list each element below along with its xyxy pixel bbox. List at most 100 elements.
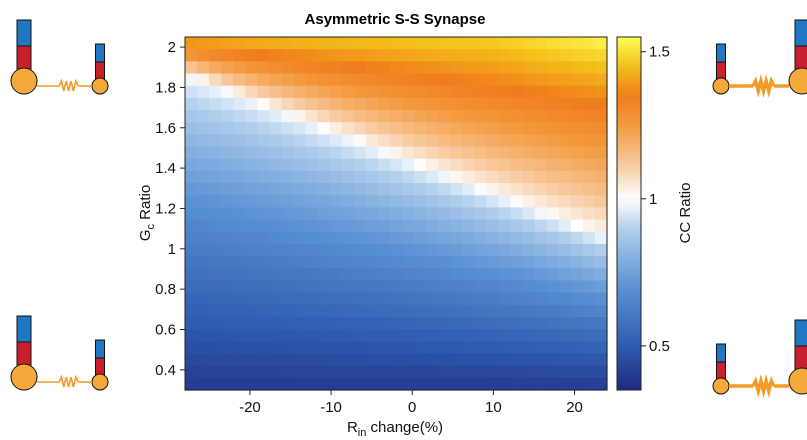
heatmap-cell: [414, 98, 427, 111]
heatmap-cell: [438, 171, 451, 184]
dendrite-distal: [96, 44, 105, 62]
heatmap-cell: [306, 74, 319, 87]
heatmap-cell: [583, 159, 596, 172]
heatmap-cell: [269, 147, 282, 160]
heatmap-cell: [281, 171, 294, 184]
heatmap-cell: [511, 366, 524, 379]
heatmap-cell: [462, 341, 475, 354]
heatmap-cell: [474, 293, 487, 306]
heatmap-cell: [330, 256, 343, 269]
heatmap-cell: [547, 74, 560, 87]
heatmap-cell: [354, 49, 367, 62]
heatmap-cell: [559, 159, 572, 172]
heatmap-cell: [330, 293, 343, 306]
heatmap-cell: [474, 98, 487, 111]
heatmap-cell: [535, 378, 548, 391]
heatmap-cell: [197, 49, 210, 62]
heatmap-cell: [366, 159, 379, 172]
heatmap-cell: [559, 74, 572, 87]
heatmap-cell: [209, 341, 222, 354]
heatmap-cell: [366, 305, 379, 318]
heatmap-cell: [426, 134, 439, 147]
heatmap-cell: [559, 244, 572, 257]
heatmap-cell: [547, 110, 560, 123]
heatmap-cell: [511, 86, 524, 99]
heatmap-cell: [511, 110, 524, 123]
heatmap-cell: [462, 232, 475, 245]
heatmap-cell: [209, 171, 222, 184]
heatmap-cell: [498, 280, 511, 293]
heatmap-cell: [281, 329, 294, 342]
heatmap-cell: [450, 366, 463, 379]
heatmap-cell: [486, 244, 499, 257]
heatmap-cell: [486, 268, 499, 281]
heatmap-cell: [426, 317, 439, 330]
heatmap-cell: [402, 74, 415, 87]
heatmap-cell: [378, 232, 391, 245]
heatmap-cell: [245, 378, 258, 391]
heatmap-cell: [414, 171, 427, 184]
heatmap-cell: [498, 207, 511, 220]
heatmap-cell: [402, 134, 415, 147]
heatmap-cell: [426, 183, 439, 196]
heatmap-cell: [197, 232, 210, 245]
heatmap-cell: [245, 61, 258, 74]
heatmap-cell: [402, 317, 415, 330]
heatmap-cell: [281, 49, 294, 62]
heatmap-cell: [498, 244, 511, 257]
heatmap-cell: [402, 244, 415, 257]
heatmap-cell: [511, 122, 524, 135]
heatmap-cell: [450, 183, 463, 196]
heatmap-cell: [547, 98, 560, 111]
heatmap-cell: [269, 122, 282, 135]
heatmap-cell: [402, 256, 415, 269]
heatmap-cell: [209, 280, 222, 293]
heatmap-cell: [498, 305, 511, 318]
heatmap-cell: [221, 171, 234, 184]
heatmap-cell: [450, 232, 463, 245]
dendrite-distal: [17, 20, 31, 46]
heatmap-cell: [390, 378, 403, 391]
dendrite-distal: [795, 320, 807, 346]
heatmap-cell: [571, 98, 584, 111]
heatmap-cell: [511, 147, 524, 160]
heatmap-cell: [450, 171, 463, 184]
heatmap-cell: [257, 98, 270, 111]
heatmap-cell: [294, 244, 307, 257]
y-tick-label: 1.8: [155, 79, 176, 96]
heatmap-cell: [571, 171, 584, 184]
heatmap-cell: [474, 195, 487, 208]
heatmap-cell: [306, 244, 319, 257]
heatmap-cell: [414, 37, 427, 50]
heatmap-cell: [221, 74, 234, 87]
gap-junction-spring: [753, 381, 774, 391]
heatmap-cell: [233, 98, 246, 111]
heatmap-cell: [354, 74, 367, 87]
heatmap-cell: [185, 207, 198, 220]
heatmap-cell: [197, 305, 210, 318]
heatmap-cell: [366, 366, 379, 379]
heatmap-cell: [185, 220, 198, 233]
heatmap-cell: [366, 268, 379, 281]
heatmap-cell: [366, 147, 379, 160]
heatmap-cell: [438, 74, 451, 87]
heatmap-cell: [595, 366, 608, 379]
heatmap-cell: [354, 171, 367, 184]
heatmap-cell: [281, 353, 294, 366]
heatmap-cell: [221, 329, 234, 342]
heatmap-cell: [583, 232, 596, 245]
heatmap-cell: [390, 232, 403, 245]
heatmap-cell: [547, 244, 560, 257]
heatmap-cell: [547, 268, 560, 281]
heatmap-cell: [330, 305, 343, 318]
heatmap-cell: [197, 195, 210, 208]
colorbar-label: CC Ratio: [677, 183, 694, 244]
heatmap-cell: [498, 122, 511, 135]
heatmap-cell: [559, 110, 572, 123]
heatmap-cell: [209, 195, 222, 208]
heatmap-cell: [390, 147, 403, 160]
heatmap-cell: [547, 220, 560, 233]
heatmap-cell: [450, 195, 463, 208]
heatmap-cell: [306, 353, 319, 366]
heatmap-cell: [209, 159, 222, 172]
